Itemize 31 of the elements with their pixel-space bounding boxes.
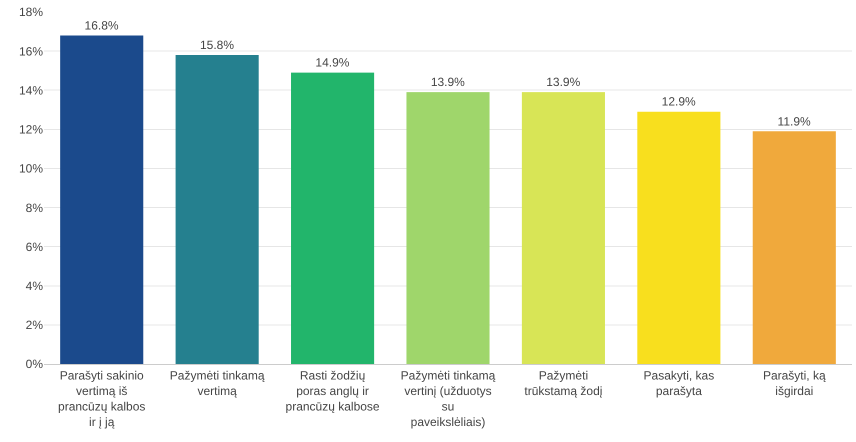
x-tick-label: Pažymėti tinkamą vertinį (užduotys su paveikslėliais) [400,368,496,430]
data-label: 12.9% [662,94,696,109]
y-tick-label: 6% [26,240,44,254]
data-label: 13.9% [430,75,466,90]
x-tick-label: Pasakyti, kas parašyta [644,368,714,398]
y-tick-label: 12% [18,122,44,137]
x-tick-label: Pažymėti trūkstamą žodį [524,368,603,398]
bar [60,35,144,364]
y-tick-label: 0% [26,357,44,372]
bar [291,72,374,364]
y-tick-label: 18% [18,5,44,20]
data-label: 16.8% [84,18,119,32]
data-label: 13.9% [546,75,581,90]
y-tick-label: 16% [18,44,44,58]
x-tick-label: Parašyti sakinio vertimą iš prancūzų kalbos ir į ją [58,368,146,430]
bar [637,112,720,364]
bar [522,92,605,364]
bar [406,92,490,364]
x-tick-label: Rasti žodžių poras anglų ir prancūzų kalbose [286,368,380,414]
y-tick-label: 10% [18,162,44,176]
y-tick-label: 2% [26,318,44,332]
bar [752,131,836,364]
x-tick-label: Parašyti, ką išgirdai [762,368,826,398]
y-tick-label: 14% [18,83,44,98]
data-label: 11.9% [778,114,812,128]
bar [176,55,259,364]
y-tick-label: 4% [26,278,44,293]
y-tick-label: 8% [26,200,44,215]
x-tick-label: Pažymėti tinkamą vertimą [170,368,265,398]
data-label: 14.9% [315,56,350,70]
data-label: 15.8% [200,38,234,52]
